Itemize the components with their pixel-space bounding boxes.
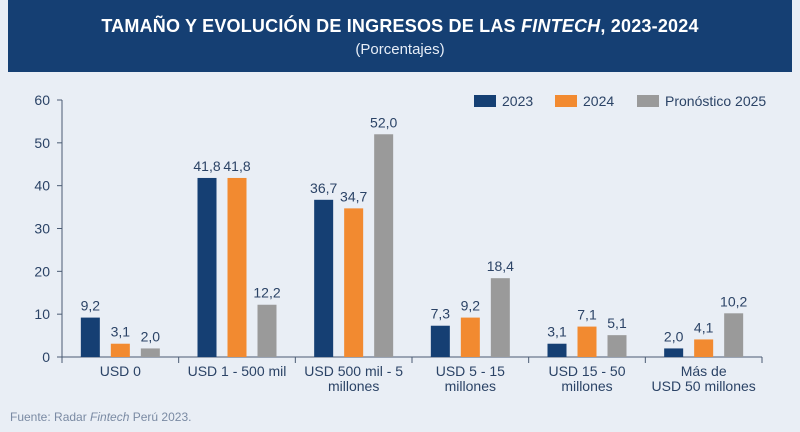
bar-value-label: 3,1 xyxy=(111,324,131,340)
y-tick-label: 30 xyxy=(34,221,50,237)
bar-value-label: 4,1 xyxy=(694,319,714,335)
bar xyxy=(80,317,100,357)
bar-value-label: 5,1 xyxy=(607,315,627,331)
source-italic: Fintech xyxy=(90,410,130,424)
bar xyxy=(257,304,277,357)
bar xyxy=(314,199,334,357)
bar xyxy=(140,348,160,357)
bar-value-label: 7,3 xyxy=(431,306,451,322)
bar-value-label: 2,0 xyxy=(664,328,684,344)
legend-label: Pronóstico 2025 xyxy=(665,93,766,109)
x-category-label: USD 50 millones xyxy=(652,378,756,394)
x-category-label: USD 500 mil - 5 xyxy=(304,363,403,379)
bar-value-label: 36,7 xyxy=(310,180,337,196)
legend-label: 2023 xyxy=(502,93,533,109)
bar-value-label: 12,2 xyxy=(253,285,280,301)
bar-value-label: 3,1 xyxy=(547,324,567,340)
bar xyxy=(460,317,480,357)
bar-value-label: 41,8 xyxy=(223,158,250,174)
bar-value-label: 10,2 xyxy=(720,293,747,309)
legend-swatch xyxy=(555,95,577,107)
bar-value-label: 18,4 xyxy=(487,258,514,274)
bar xyxy=(490,278,510,357)
y-tick-label: 60 xyxy=(34,92,50,108)
chart-title: TAMAÑO Y EVOLUCIÓN DE INGRESOS DE LAS FI… xyxy=(101,16,699,36)
bar-value-label: 2,0 xyxy=(141,328,161,344)
source-note: Fuente: Radar Fintech Perú 2023. xyxy=(10,410,192,424)
chart-subtitle: (Porcentajes) xyxy=(355,41,445,58)
bar xyxy=(547,343,567,357)
legend-swatch xyxy=(474,95,496,107)
bar-value-label: 52,0 xyxy=(370,114,397,130)
y-tick-label: 0 xyxy=(42,349,50,365)
bar-value-label: 9,2 xyxy=(461,298,481,314)
bar xyxy=(724,313,744,357)
bar xyxy=(694,339,714,357)
bar xyxy=(110,343,130,357)
bar xyxy=(664,348,684,357)
bar-value-label: 7,1 xyxy=(577,307,597,323)
x-category-label: USD 15 - 50 xyxy=(548,363,625,379)
y-tick-label: 10 xyxy=(34,306,50,322)
y-tick-label: 40 xyxy=(34,178,50,194)
bar xyxy=(577,326,597,357)
bar xyxy=(197,177,217,357)
bar-value-label: 9,2 xyxy=(81,298,101,314)
chart-title-italic: FINTECH xyxy=(520,16,601,36)
y-tick-label: 20 xyxy=(34,263,50,279)
bar xyxy=(374,134,394,357)
y-tick-label: 50 xyxy=(34,135,50,151)
bar xyxy=(430,325,450,357)
x-category-label: millones xyxy=(445,378,496,394)
legend-swatch xyxy=(637,95,659,107)
x-category-label: millones xyxy=(328,378,379,394)
bar xyxy=(227,177,247,357)
bar-value-label: 41,8 xyxy=(193,158,220,174)
bar xyxy=(607,335,627,357)
x-category-label: Más de xyxy=(681,363,727,379)
x-category-label: USD 1 - 500 mil xyxy=(188,363,287,379)
x-category-label: millones xyxy=(561,378,612,394)
chart-header: TAMAÑO Y EVOLUCIÓN DE INGRESOS DE LAS FI… xyxy=(8,0,792,72)
x-category-label: USD 5 - 15 xyxy=(436,363,505,379)
legend-label: 2024 xyxy=(583,93,614,109)
bar xyxy=(344,208,364,357)
bar-value-label: 34,7 xyxy=(340,188,367,204)
x-category-label: USD 0 xyxy=(100,363,141,379)
